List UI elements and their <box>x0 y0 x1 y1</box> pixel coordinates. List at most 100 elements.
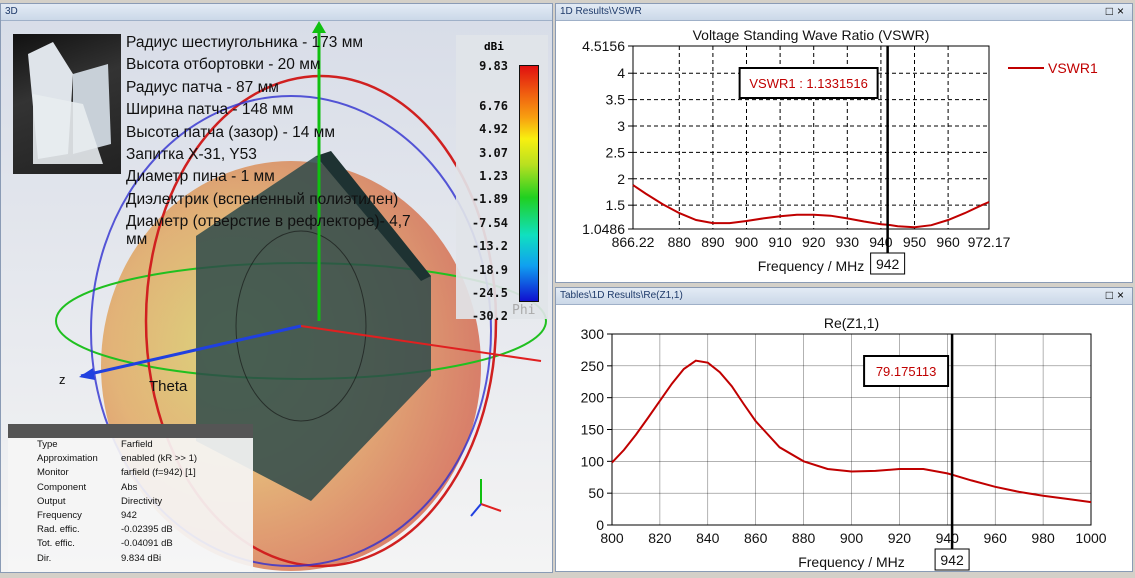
panel-title: 3D <box>5 6 18 17</box>
colorbar-label: -7.54 <box>471 216 508 230</box>
x-tick-label: 940 <box>869 234 893 250</box>
y-tick-label: 3.5 <box>606 92 626 108</box>
property-row: Tot. effic. -0.04091 dB <box>8 537 253 551</box>
panel-title: Tables\1D Results\Re(Z1,1) <box>560 290 683 301</box>
vswr-panel[interactable]: 1D Results\VSWR □× 866.22 880 890 900 910 920… <box>555 3 1133 283</box>
x-tick-label: 840 <box>696 530 720 546</box>
y-tick-label: 0 <box>596 517 604 533</box>
property-value: 9.834 dBi <box>121 552 162 564</box>
property-key: Dir. <box>37 552 52 564</box>
y-tick-label: 150 <box>581 422 605 438</box>
colorbar-label: -18.9 <box>471 263 508 277</box>
x-axis-label: Frequency / MHz <box>758 258 865 274</box>
maximize-button[interactable]: □ <box>1105 4 1117 18</box>
y-tick-label: 200 <box>581 390 605 406</box>
x-tick-label: 920 <box>888 530 912 546</box>
property-value: Directivity <box>121 495 163 507</box>
marker-value-label: 79.175113 <box>876 364 937 379</box>
impedance-chart[interactable]: 800 820 840 860 880 900 920 940 960 980 1000300250… <box>556 305 1132 573</box>
maximize-button[interactable]: □ <box>1105 288 1117 302</box>
z-axis-label: z <box>59 372 66 387</box>
x-tick-label: 930 <box>836 234 860 250</box>
farfield-properties-table: Type Farfield Approximation enabled (kR >> … <box>8 424 253 572</box>
y-tick-label: 2.5 <box>606 144 626 160</box>
property-value: enabled (kR >> 1) <box>121 453 198 465</box>
meridian-circle <box>90 95 492 567</box>
x-tick-label: 860 <box>744 530 768 546</box>
3d-view-panel[interactable]: 3D z Theta Радиус шестиугольника - 173 м… <box>0 3 553 573</box>
impedance-panel[interactable]: Tables\1D Results\Re(Z1,1) □× 800 820 840 8… <box>555 287 1133 572</box>
property-value: Farfield <box>121 439 153 450</box>
colorbar-label: -24.5 <box>471 286 508 300</box>
info-line: Высота отбортовки - 20 мм <box>126 56 321 74</box>
property-value: Abs <box>121 481 138 493</box>
y-tick-label: 250 <box>581 358 605 374</box>
vswr-chart[interactable]: 866.22 880 890 900 910 920 930 940 950 960 972.17 4… <box>556 21 1132 282</box>
info-line: мм <box>126 230 148 248</box>
property-row: Rad. effic. -0.02395 dB <box>8 523 253 537</box>
x-axis <box>300 325 542 362</box>
y-tick-label: 3 <box>617 118 625 134</box>
property-key: Approximation <box>37 453 98 465</box>
property-key: Type <box>37 439 58 450</box>
marker-x-box <box>934 548 970 571</box>
info-line: Диаметр пина - 1 мм <box>126 168 275 186</box>
property-value: -0.02395 dB <box>121 524 173 536</box>
x-tick-label: 890 <box>701 234 725 250</box>
colorbar-unit: dBi <box>484 40 504 53</box>
info-line: Ширина патча - 148 мм <box>126 101 294 119</box>
property-row: Monitor farfield (f=942) [1] <box>8 466 253 480</box>
property-row: Frequency 942 <box>8 509 253 523</box>
x-tick-label: 920 <box>802 234 826 250</box>
phi-label: Phi <box>512 303 536 318</box>
y-tick-label: 50 <box>588 485 604 501</box>
close-button[interactable]: × <box>1116 288 1128 302</box>
info-line: Диэлектрик (вспененный полиэтилен) <box>126 190 399 208</box>
chart-title: Re(Z1,1) <box>824 315 879 331</box>
x-tick-label: 880 <box>792 530 816 546</box>
z-axis-arrow-icon <box>79 368 95 380</box>
property-key: Monitor <box>37 467 69 479</box>
x-tick-label: 800 <box>600 530 624 546</box>
property-row: Type Farfield <box>8 438 253 452</box>
color-scale-legend: dBi 9.83 6.76 4.92 3.07 1.23 -1.89 -7.54 -13.2 -… <box>456 35 548 323</box>
property-key: Tot. effic. <box>37 538 75 550</box>
property-value: 942 <box>121 509 137 521</box>
orientation-triad-icon <box>470 479 502 517</box>
panel-title: 1D Results\VSWR <box>560 6 642 17</box>
info-line: Радиус патча - 87 мм <box>126 78 279 96</box>
reflector-edge <box>316 151 431 281</box>
property-key: Component <box>37 481 87 493</box>
antenna-photo <box>13 34 121 174</box>
panel-title-bar: Tables\1D Results\Re(Z1,1) □× <box>556 288 1132 305</box>
property-key: Output <box>37 495 66 507</box>
x-tick-label: 900 <box>735 234 759 250</box>
marker-x-label: 942 <box>940 552 964 568</box>
x-tick-label: 900 <box>840 530 864 546</box>
colorbar-label: 1.23 <box>479 169 508 183</box>
design-parameters-text: Радиус шестиугольника - 173 мм Высота от… <box>126 32 411 251</box>
y-tick-label: 4 <box>617 65 625 81</box>
x-tick-label: 866.22 <box>612 234 655 250</box>
marker-x-box <box>870 252 906 275</box>
colorbar-label: 4.92 <box>479 122 508 136</box>
info-line: Радиус шестиугольника - 173 мм <box>126 34 364 51</box>
property-key: Rad. effic. <box>37 524 80 536</box>
data-series-line <box>611 359 1092 504</box>
x-tick-label: 960 <box>984 530 1008 546</box>
info-line: Диаметр (отверстие в рефлекторе)- 4,7 <box>126 213 411 231</box>
x-tick-label: 940 <box>936 530 960 546</box>
close-button[interactable]: × <box>1116 4 1128 18</box>
legend-label: VSWR1 <box>1048 60 1098 76</box>
chart-title: Voltage Standing Wave Ratio (VSWR) <box>693 27 930 43</box>
property-row: Component Abs <box>8 481 253 495</box>
colorbar-label: 6.76 <box>479 99 508 113</box>
panel-title-bar: 1D Results\VSWR □× <box>556 4 1132 21</box>
x-tick-label: 960 <box>936 234 960 250</box>
x-tick-label: 820 <box>648 530 672 546</box>
x-tick-label: 950 <box>903 234 927 250</box>
property-value: -0.04091 dB <box>121 538 173 550</box>
property-row: Output Directivity <box>8 495 253 509</box>
z-axis <box>80 324 302 378</box>
marker-value-box <box>738 67 879 99</box>
